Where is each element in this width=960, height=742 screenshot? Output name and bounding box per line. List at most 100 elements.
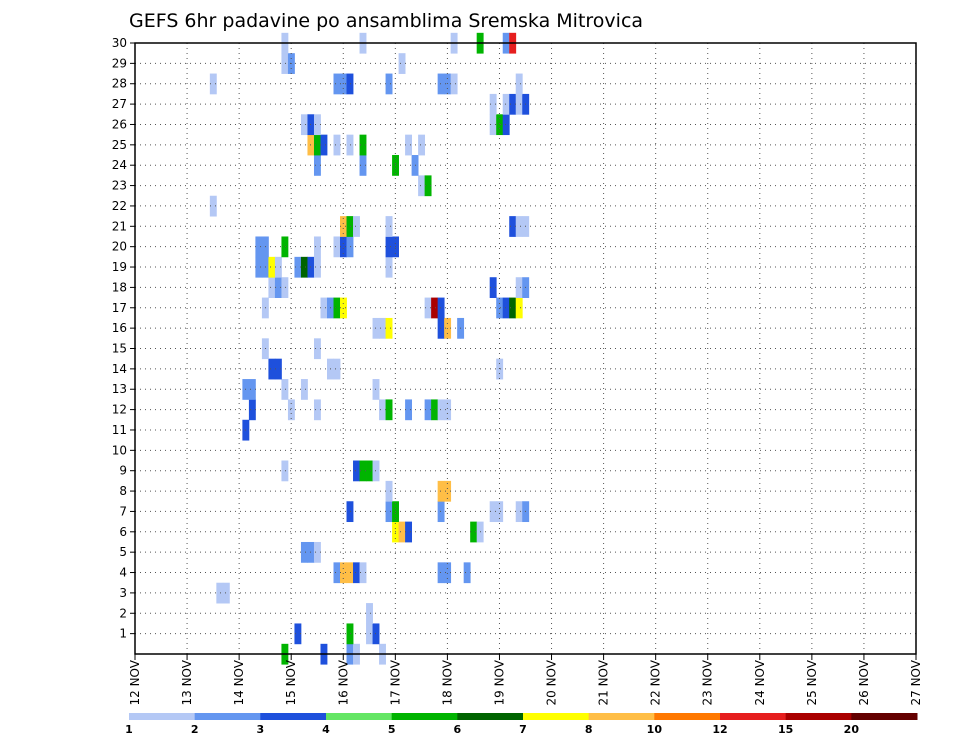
legend-label: 4 xyxy=(322,723,330,736)
x-tick-label: 12 NOV xyxy=(128,659,142,705)
legend-label: 8 xyxy=(585,723,593,736)
y-tick-label: 21 xyxy=(112,219,127,233)
heatmap-cell xyxy=(346,73,354,95)
heatmap-cell xyxy=(366,623,373,645)
heatmap-cell xyxy=(320,134,328,156)
y-tick-label: 28 xyxy=(112,77,127,91)
heatmap-cell xyxy=(248,399,256,421)
heatmap-cell xyxy=(489,277,497,298)
y-tick-label: 20 xyxy=(112,240,127,254)
heatmap-cell xyxy=(287,399,295,421)
heatmap-cell xyxy=(313,114,321,136)
heatmap-cell xyxy=(515,501,523,523)
heatmap-cell xyxy=(385,399,393,421)
y-tick-label: 15 xyxy=(112,342,127,356)
legend-label: 6 xyxy=(454,723,462,736)
y-tick-label: 2 xyxy=(119,606,127,620)
heatmap-cell xyxy=(333,73,341,95)
heatmap-cell xyxy=(509,93,517,115)
heatmap-cell xyxy=(437,480,445,502)
heatmap-cell xyxy=(294,256,302,278)
heatmap-cell xyxy=(346,134,354,156)
legend-label: 2 xyxy=(191,723,199,736)
heatmap-cell xyxy=(385,236,393,258)
heatmap-cell xyxy=(509,216,517,237)
y-tick-label: 3 xyxy=(119,586,127,600)
x-tick-label: 13 NOV xyxy=(180,659,194,705)
x-tick-label: 21 NOV xyxy=(597,659,611,705)
legend-swatch xyxy=(851,713,918,720)
legend-swatch xyxy=(654,713,721,720)
legend-label: 10 xyxy=(647,723,663,736)
heatmap-cell xyxy=(313,338,321,360)
heatmap-cell xyxy=(398,521,406,543)
y-tick-label: 10 xyxy=(112,443,127,457)
heatmap-cell xyxy=(294,623,302,645)
heatmap-cell xyxy=(366,460,373,482)
x-tick-label: 26 NOV xyxy=(857,659,871,705)
heatmap-cell xyxy=(313,399,321,421)
legend: 1 2 3 4 5 6 7 8 10 12 15 20 xyxy=(125,713,918,736)
legend-swatch xyxy=(326,713,393,720)
heatmap-cell xyxy=(281,277,289,298)
heatmap-cell xyxy=(359,134,367,156)
legend-label: 15 xyxy=(778,723,793,736)
x-tick-label: 25 NOV xyxy=(805,659,819,705)
heatmap-cell xyxy=(313,155,321,176)
heatmap-cell xyxy=(372,379,380,400)
heatmap-cell xyxy=(313,236,321,258)
y-tick-label: 23 xyxy=(112,179,127,193)
heatmap-cell xyxy=(489,93,497,115)
heatmap-cell xyxy=(385,216,393,237)
heatmap-cell xyxy=(379,399,386,421)
heatmap-cell xyxy=(353,562,360,584)
heatmap-cell xyxy=(268,256,276,278)
heatmap-cell xyxy=(379,317,386,339)
heatmap-cell xyxy=(333,297,341,319)
heatmap-cell xyxy=(496,297,504,319)
heatmap-cell xyxy=(216,582,224,604)
heatmap-cell xyxy=(346,562,354,584)
heatmap-cell xyxy=(300,541,308,563)
heatmap-cell xyxy=(437,562,445,584)
heatmap-cell xyxy=(444,399,452,421)
legend-swatch xyxy=(588,713,655,720)
heatmap-cell xyxy=(385,256,393,278)
y-tick-label: 9 xyxy=(119,464,127,478)
y-tick-label: 18 xyxy=(112,280,127,294)
heatmap-cell xyxy=(437,297,445,319)
heatmap-cell xyxy=(489,501,497,523)
y-tick-label: 5 xyxy=(119,545,127,559)
heatmap-cell xyxy=(333,134,341,156)
heatmap-cell xyxy=(515,297,523,319)
chart-title: GEFS 6hr padavine po ansamblima Sremska … xyxy=(129,10,643,32)
legend-swatch xyxy=(129,713,196,720)
heatmap-cell xyxy=(340,297,347,319)
heatmap-cell xyxy=(509,297,517,319)
heatmap-cell xyxy=(222,582,230,604)
x-axis-ticks: 12 NOV 13 NOV 14 NOV 15 NOV 16 NOV 17 NOV 18 N… xyxy=(128,654,923,706)
y-tick-label: 22 xyxy=(112,199,127,213)
x-tick-label: 22 NOV xyxy=(649,659,663,705)
legend-label: 7 xyxy=(519,723,527,736)
heatmap-cell xyxy=(405,399,413,421)
y-tick-label: 29 xyxy=(112,56,127,70)
heatmap-cell xyxy=(274,256,282,278)
heatmap-cell xyxy=(444,480,452,502)
heatmap-cell xyxy=(340,216,347,237)
heatmap-cell xyxy=(281,236,289,258)
y-tick-label: 30 xyxy=(112,36,127,50)
legend-swatch xyxy=(457,713,524,720)
heatmap-cell xyxy=(372,460,380,482)
heatmap-cell xyxy=(340,562,347,584)
heatmap-cell xyxy=(515,73,523,95)
heatmap-cell xyxy=(502,297,510,319)
heatmap-cell xyxy=(340,236,347,258)
heatmap-cell xyxy=(424,399,432,421)
y-tick-label: 26 xyxy=(112,117,127,131)
x-tick-label: 27 NOV xyxy=(909,659,923,705)
heatmap-cell xyxy=(515,93,523,115)
heatmap-cell xyxy=(515,216,523,237)
y-tick-label: 13 xyxy=(112,382,127,396)
x-tick-label: 15 NOV xyxy=(284,659,298,705)
